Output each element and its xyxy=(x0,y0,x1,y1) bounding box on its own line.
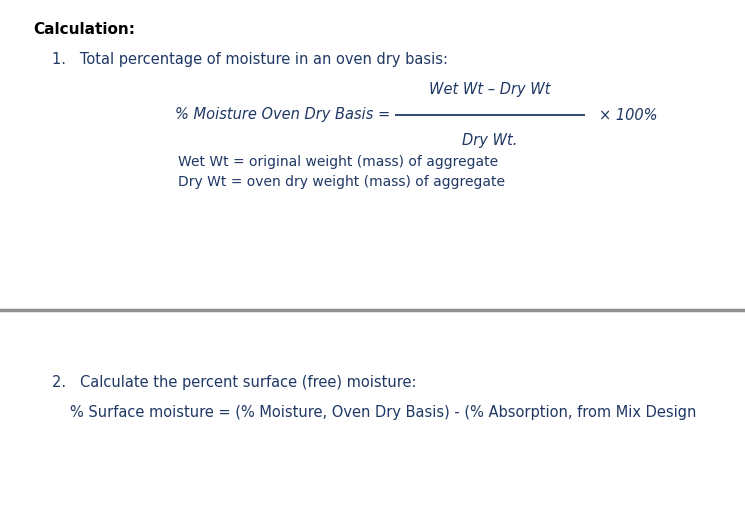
Text: × 100%: × 100% xyxy=(599,108,658,122)
Text: 2.   Calculate the percent surface (free) moisture:: 2. Calculate the percent surface (free) … xyxy=(52,375,416,390)
Text: Wet Wt = original weight (mass) of aggregate: Wet Wt = original weight (mass) of aggre… xyxy=(178,155,498,169)
Text: Calculation:: Calculation: xyxy=(33,22,135,37)
Text: % Moisture Oven Dry Basis =: % Moisture Oven Dry Basis = xyxy=(175,108,390,122)
Text: Wet Wt – Dry Wt: Wet Wt – Dry Wt xyxy=(429,82,551,97)
Text: 1.   Total percentage of moisture in an oven dry basis:: 1. Total percentage of moisture in an ov… xyxy=(52,52,448,67)
Text: % Surface moisture = (% Moisture, Oven Dry Basis) - (% Absorption, from Mix Desi: % Surface moisture = (% Moisture, Oven D… xyxy=(70,405,697,420)
Text: Dry Wt.: Dry Wt. xyxy=(463,133,518,148)
Text: Dry Wt = oven dry weight (mass) of aggregate: Dry Wt = oven dry weight (mass) of aggre… xyxy=(178,175,505,189)
